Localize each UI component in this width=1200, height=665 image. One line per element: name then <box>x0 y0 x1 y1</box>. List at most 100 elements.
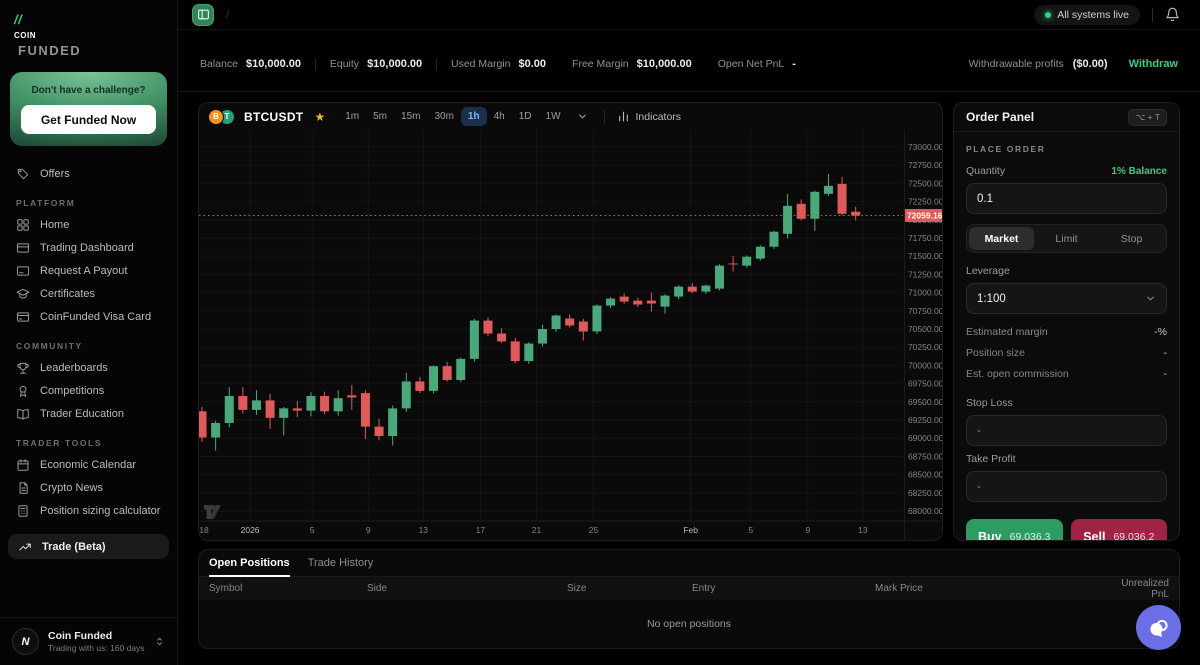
account-metrics: Balance $10,000.00 | Equity $10,000.00 | Used … <box>200 58 796 70</box>
price-axis[interactable]: 73000.0072750.0072500.0072250.0072000.00… <box>908 142 942 516</box>
sidebar-item-offers[interactable]: Offers <box>0 162 177 185</box>
system-status-badge[interactable]: All systems live <box>1034 4 1140 25</box>
chevron-down-icon <box>1147 296 1154 301</box>
order-type-stop[interactable]: Stop <box>1099 227 1164 250</box>
timeframe-5m[interactable]: 5m <box>366 107 394 126</box>
chart-panel: B T BTCUSDT ★ 1m 5m 15m 30m 1h 4h 1D 1W Indicat… <box>198 102 943 541</box>
certificate-icon <box>16 287 30 301</box>
svg-text:17: 17 <box>476 525 486 535</box>
info-row-est-open-commission: Est. open commission - <box>966 368 1167 380</box>
timeframe-4h[interactable]: 4h <box>487 107 512 126</box>
sidebar-item-competitions[interactable]: Competitions <box>0 379 177 402</box>
notifications-bell-icon[interactable] <box>1165 7 1180 22</box>
sidebar-item-label: Leaderboards <box>40 361 108 374</box>
sidebar-item-economic-calendar[interactable]: Economic Calendar <box>0 453 177 476</box>
timeframe-1m[interactable]: 1m <box>338 107 366 126</box>
balance-percent-link[interactable]: 1% Balance <box>1111 165 1167 177</box>
indicators-button[interactable]: Indicators <box>617 110 682 123</box>
leverage-label: Leverage <box>966 265 1010 277</box>
svg-text:68250.00: 68250.00 <box>908 488 942 498</box>
account-metric-balance: Balance $10,000.00 <box>200 57 302 70</box>
chat-widget-button[interactable] <box>1136 605 1181 650</box>
topbar: / All systems live <box>178 0 1200 30</box>
timeframe-more-chevron-icon[interactable] <box>573 111 592 122</box>
positions-table-header: Symbol Side Size Entry Mark Price Unrealized … <box>199 577 1179 600</box>
column-header-side: Side <box>367 583 388 594</box>
column-header-symbol: Symbol <box>209 583 243 594</box>
timeframe-group: 1m 5m 15m 30m 1h 4h 1D 1W <box>338 107 567 126</box>
place-order-heading: PLACE ORDER <box>966 144 1046 154</box>
timeframe-1h[interactable]: 1h <box>460 107 487 126</box>
dashboard-icon <box>16 241 30 255</box>
svg-text:5: 5 <box>310 525 315 535</box>
quantity-input[interactable]: 0.1 <box>966 183 1167 214</box>
account-metric-used-margin: Used Margin $0.00 <box>450 57 547 70</box>
sidebar-item-coinfunded-visa-card[interactable]: CoinFunded Visa Card <box>0 305 177 328</box>
sidebar-item-label: Request A Payout <box>40 264 128 277</box>
column-header-mark-price: Mark Price <box>875 583 923 594</box>
svg-text:72750.00: 72750.00 <box>908 160 942 170</box>
sidebar-item-leaderboards[interactable]: Leaderboards <box>0 356 177 379</box>
sidebar-item-trade-beta[interactable]: Trade (Beta) <box>8 534 169 559</box>
sell-button[interactable]: Sell 69,036.2 <box>1070 519 1167 540</box>
svg-text:9: 9 <box>366 525 371 535</box>
price-chart[interactable]: 73000.0072750.0072500.0072250.0072000.00… <box>199 130 942 540</box>
order-type-market[interactable]: Market <box>969 227 1034 250</box>
timeframe-1W[interactable]: 1W <box>539 107 568 126</box>
buy-button[interactable]: Buy 69,036.3 <box>966 519 1063 540</box>
book-icon <box>16 407 30 421</box>
toggle-sidebar-button[interactable] <box>192 3 214 26</box>
sidebar: //COIN FUNDED Don't have a challenge? Get… <box>0 0 178 665</box>
svg-text:71750.00: 71750.00 <box>908 233 942 243</box>
timeframe-30m[interactable]: 30m <box>427 107 460 126</box>
svg-text:25: 25 <box>589 525 599 535</box>
symbol-label: BTCUSDT <box>244 109 304 124</box>
positions-tabs: Open Positions Trade History <box>199 550 1179 577</box>
order-type-limit[interactable]: Limit <box>1034 227 1099 250</box>
account-switcher[interactable]: N Coin Funded Trading with us: 160 days <box>0 617 177 665</box>
chart-toolbar: B T BTCUSDT ★ 1m 5m 15m 30m 1h 4h 1D 1W Indicat… <box>199 103 942 130</box>
main-area: / All systems live Balance $10,000.00 | Equ… <box>178 0 1200 665</box>
time-axis[interactable]: 18 2026 5 9 13 17 21 25 Feb 5 9 13 <box>199 525 868 535</box>
sidebar-item-trading-dashboard[interactable]: Trading Dashboard <box>0 236 177 259</box>
tab-open-positions[interactable]: Open Positions <box>209 550 290 577</box>
breadcrumb: / <box>226 8 230 21</box>
chevron-up-down-icon <box>154 636 165 647</box>
svg-text:68500.00: 68500.00 <box>908 470 942 480</box>
stop-loss-label: Stop Loss <box>966 397 1013 409</box>
leverage-select[interactable]: 1:100 <box>966 283 1167 314</box>
tab-trade-history[interactable]: Trade History <box>307 556 374 569</box>
order-info-rows: Estimated margin -% Position size - Est. ope… <box>966 326 1167 380</box>
sidebar-item-label: Trading Dashboard <box>40 241 134 254</box>
sidebar-item-label: Position sizing calculator <box>40 504 161 517</box>
account-metric-free-margin: Free Margin $10,000.00 <box>572 57 692 70</box>
timeframe-15m[interactable]: 15m <box>394 107 427 126</box>
sidebar-item-home[interactable]: Home <box>0 213 177 236</box>
tradingview-logo <box>204 504 222 520</box>
svg-text:Feb: Feb <box>683 525 698 535</box>
favorite-star-icon[interactable]: ★ <box>314 109 326 124</box>
promo-question: Don't have a challenge? <box>31 85 146 96</box>
take-profit-input[interactable]: - <box>966 471 1167 502</box>
timeframe-1D[interactable]: 1D <box>512 107 539 126</box>
quantity-value: 0.1 <box>977 192 993 205</box>
sidebar-item-crypto-news[interactable]: Crypto News <box>0 476 177 499</box>
svg-text:13: 13 <box>419 525 429 535</box>
sidebar-item-certificates[interactable]: Certificates <box>0 282 177 305</box>
payout-icon <box>16 264 30 278</box>
indicators-label: Indicators <box>635 110 682 123</box>
svg-text:21: 21 <box>532 525 542 535</box>
sidebar-item-request-a-payout[interactable]: Request A Payout <box>0 259 177 282</box>
get-funded-button[interactable]: Get Funded Now <box>21 105 156 134</box>
sidebar-item-label: Trader Education <box>40 407 124 420</box>
sidebar-item-trader-education[interactable]: Trader Education <box>0 402 177 425</box>
status-dot <box>1045 11 1052 18</box>
withdraw-link[interactable]: Withdraw <box>1128 57 1178 70</box>
account-name: Coin Funded <box>48 629 113 642</box>
stop-loss-input[interactable]: - <box>966 415 1167 446</box>
news-icon <box>16 481 30 495</box>
sidebar-item-label: Certificates <box>40 287 96 300</box>
nav-section-label: COMMUNITY <box>16 341 83 351</box>
sidebar-item-position-sizing-calculator[interactable]: Position sizing calculator <box>0 499 177 522</box>
